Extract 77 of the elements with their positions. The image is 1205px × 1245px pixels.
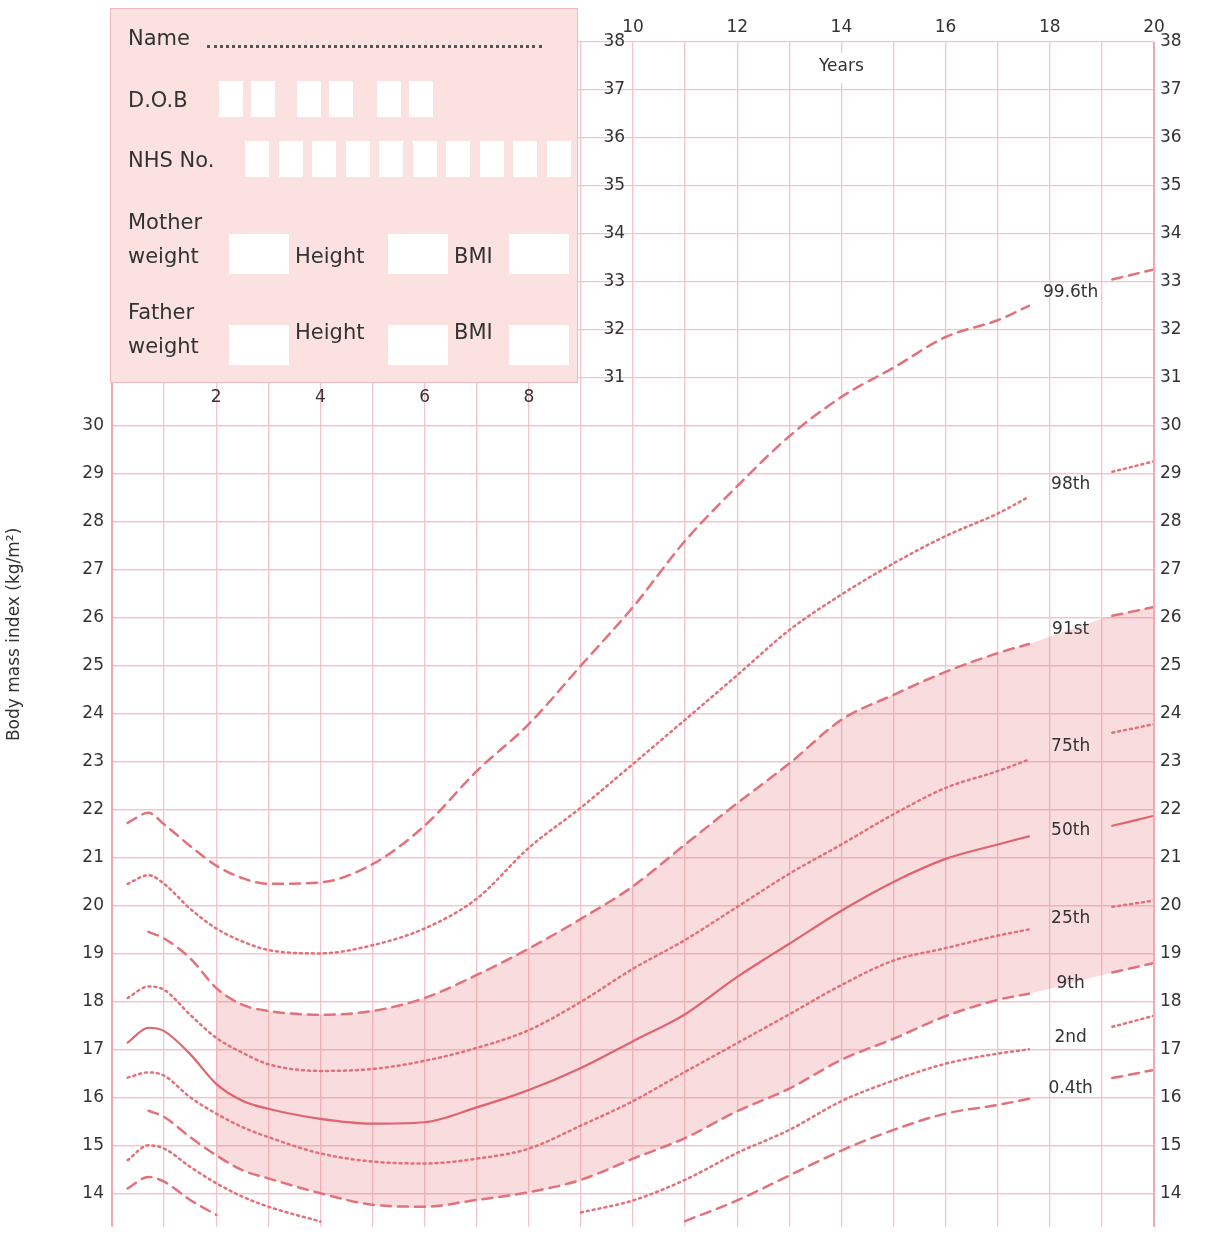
y-tick-label: 28 xyxy=(82,510,104,531)
x-tick-label: 2 xyxy=(210,386,222,407)
y-tick-label: 20 xyxy=(82,893,104,914)
series-label: 50th xyxy=(1051,819,1091,840)
y2-tick-label: 14 xyxy=(1160,1181,1182,1202)
y-tick-label: 27 xyxy=(82,558,104,579)
y3-tick-label: 36 xyxy=(603,126,626,147)
y-tick-label: 15 xyxy=(82,1133,104,1154)
annotation: Height xyxy=(295,319,365,346)
series-label: 98th xyxy=(1051,472,1091,493)
y3-tick-label: 37 xyxy=(603,78,626,99)
y2-tick-label: 33 xyxy=(1160,270,1182,291)
y2-tick-label: 20 xyxy=(1160,893,1182,914)
y3-tick-label: 32 xyxy=(603,318,626,339)
y2-tick-label: 27 xyxy=(1160,558,1182,579)
y2-tick-label: 21 xyxy=(1160,845,1182,866)
y2-tick-label: 18 xyxy=(1160,989,1182,1010)
annotation: D.O.B xyxy=(128,87,188,114)
y-tick-label: 22 xyxy=(82,797,104,818)
y-tick-label: 16 xyxy=(82,1085,104,1106)
y-tick-label: 14 xyxy=(82,1181,104,1202)
y3-tick-label: 34 xyxy=(603,222,626,243)
y2-tick-label: 22 xyxy=(1160,797,1182,818)
annotation: BMI xyxy=(454,243,493,270)
y-tick-label: 26 xyxy=(82,606,104,627)
y-tick-label: 19 xyxy=(82,941,104,962)
series-label: 99.6th xyxy=(1042,281,1099,302)
x2-tick-label: 16 xyxy=(934,16,957,37)
x-tick-label: 4 xyxy=(314,386,326,407)
y-tick-label: 17 xyxy=(82,1037,104,1058)
y2-tick-label: 17 xyxy=(1160,1037,1182,1058)
y-tick-label: 29 xyxy=(82,462,104,483)
y3-tick-label: 35 xyxy=(603,174,626,195)
x-tick-label: 6 xyxy=(419,386,431,407)
y2-tick-label: 23 xyxy=(1160,749,1182,770)
y-tick-label: 18 xyxy=(82,989,104,1010)
y-axis-title: Body mass index (kg/m²) xyxy=(2,527,23,742)
y2-tick-label: 36 xyxy=(1160,126,1182,147)
x2-tick-label: 18 xyxy=(1038,16,1061,37)
series-label: 9th xyxy=(1056,971,1085,992)
y2-tick-label: 35 xyxy=(1160,174,1182,195)
y-tick-label: 23 xyxy=(82,749,104,770)
y2-tick-label: 26 xyxy=(1160,606,1182,627)
series-label: 91st xyxy=(1052,618,1090,639)
annotation: NHS No. xyxy=(128,147,215,174)
y-tick-label: 21 xyxy=(82,845,104,866)
y2-tick-label: 30 xyxy=(1160,414,1182,435)
x-axis-title: Years xyxy=(817,55,864,76)
series-label: 0.4th xyxy=(1048,1076,1093,1097)
y3-tick-label: 31 xyxy=(603,366,626,387)
x2-tick-label: 20 xyxy=(1143,16,1165,37)
series-label: 2nd xyxy=(1054,1026,1087,1047)
y2-tick-label: 31 xyxy=(1160,366,1182,387)
annotation: Father weight xyxy=(128,299,200,360)
y2-tick-label: 37 xyxy=(1160,78,1182,99)
y2-tick-label: 25 xyxy=(1160,654,1182,674)
y2-tick-label: 16 xyxy=(1160,1085,1182,1106)
y-tick-label: 24 xyxy=(82,701,104,722)
annotation: BMI xyxy=(454,319,493,346)
y3-tick-label: 33 xyxy=(603,270,626,291)
y2-tick-label: 34 xyxy=(1160,222,1182,243)
series-label: 25th xyxy=(1051,906,1091,927)
annotation: Mother weight xyxy=(128,209,204,270)
y2-tick-label: 19 xyxy=(1160,941,1182,962)
y2-tick-label: 32 xyxy=(1160,318,1182,339)
y-tick-label: 25 xyxy=(82,654,104,674)
y2-tick-label: 28 xyxy=(1160,510,1182,531)
annotation: Height xyxy=(295,243,365,270)
y2-tick-label: 15 xyxy=(1160,1133,1182,1154)
x2-tick-label: 14 xyxy=(830,16,853,37)
x-tick-label: 8 xyxy=(523,386,535,407)
annotation: Name xyxy=(128,25,190,52)
x2-tick-label: 12 xyxy=(726,16,749,37)
y2-tick-label: 24 xyxy=(1160,701,1182,722)
y2-tick-label: 29 xyxy=(1160,462,1182,483)
series-label: 75th xyxy=(1051,734,1091,755)
y-tick-label: 30 xyxy=(82,414,104,435)
